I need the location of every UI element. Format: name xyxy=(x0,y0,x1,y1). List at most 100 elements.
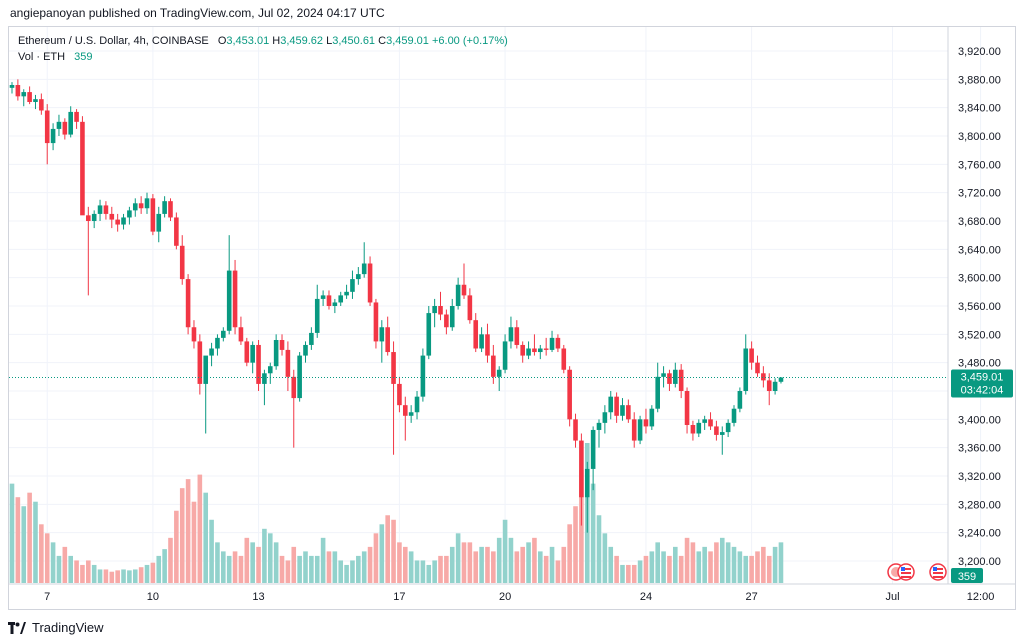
candlesticks xyxy=(9,79,784,533)
candle xyxy=(262,369,267,406)
volume-bar xyxy=(432,560,437,583)
volume-bar xyxy=(702,546,707,583)
candle xyxy=(555,334,561,353)
footer-brand-text: TradingView xyxy=(32,620,104,635)
candle xyxy=(367,256,373,306)
chart-frame[interactable] xyxy=(8,26,1016,610)
candle xyxy=(279,334,285,356)
volume-bar xyxy=(33,501,38,583)
candle xyxy=(637,415,643,445)
volume-bar xyxy=(397,542,402,583)
volume-bar xyxy=(150,562,156,583)
candle xyxy=(33,94,38,110)
time-tick-label: 7 xyxy=(44,591,50,603)
volume-label[interactable]: Vol · ETH xyxy=(18,51,66,63)
candle xyxy=(297,352,302,402)
volume-bar xyxy=(103,569,109,583)
volume-bar xyxy=(731,546,737,583)
candle xyxy=(356,267,361,285)
price-axis[interactable]: 3,200.00 3,240.00 3,280.00 3,320.00 3,360.00… xyxy=(958,46,1001,568)
candle xyxy=(44,104,50,165)
volume-bar xyxy=(708,551,713,583)
volume-bar xyxy=(309,555,314,583)
volume-bar xyxy=(21,506,27,583)
volume-bar xyxy=(356,555,361,583)
volume-bar xyxy=(132,569,138,583)
chart-canvas[interactable]: 3,200.00 3,240.00 3,280.00 3,320.00 3,360.00… xyxy=(0,0,1024,612)
candle xyxy=(626,399,631,423)
volume-bar xyxy=(250,542,255,583)
candle xyxy=(714,420,719,441)
price-tick-label: 3,480.00 xyxy=(958,358,1001,370)
volume-bar xyxy=(62,546,68,583)
candle xyxy=(174,212,179,250)
candle xyxy=(772,378,778,395)
volume-bar xyxy=(737,551,743,583)
candle xyxy=(62,118,68,140)
candle xyxy=(232,259,238,335)
low-value: 3,450.61 xyxy=(332,35,376,47)
volume-bar xyxy=(361,551,367,583)
volume-bar xyxy=(215,542,220,583)
event-flags[interactable] xyxy=(887,563,947,581)
candle xyxy=(438,291,443,321)
high-key: H xyxy=(272,35,281,47)
candle xyxy=(461,263,467,299)
volume-bar xyxy=(444,555,449,583)
volume-bar xyxy=(502,519,508,583)
candle xyxy=(543,337,549,356)
time-tick-label: 12:00 xyxy=(967,591,995,603)
volume-bar xyxy=(256,546,261,583)
volume-bar xyxy=(50,542,56,583)
time-tick-label: Jul xyxy=(885,591,899,603)
volume-bar xyxy=(74,560,79,583)
candle xyxy=(197,334,203,395)
volume-bar xyxy=(561,546,567,583)
candle xyxy=(508,316,514,349)
grid-lines xyxy=(9,27,1015,585)
us-flag-icon xyxy=(929,563,947,581)
time-axis[interactable]: 7 10 13 17 20 24 27 Jul 12:00 xyxy=(44,591,994,603)
volume-bar xyxy=(772,546,778,583)
time-tick-label: 24 xyxy=(640,591,652,603)
symbol-title[interactable]: Ethereum / U.S. Dollar, 4h, COINBASE xyxy=(18,35,209,47)
candle xyxy=(9,82,15,94)
candle xyxy=(473,313,479,353)
candle xyxy=(444,309,449,335)
candle xyxy=(455,277,461,310)
volume-bar xyxy=(620,564,625,583)
volume-bar xyxy=(285,560,291,583)
volume-bar xyxy=(385,515,390,583)
publisher-line: angiepanoyan published on TradingView.co… xyxy=(0,0,1024,26)
candle xyxy=(385,316,390,356)
candle xyxy=(332,298,338,314)
candle xyxy=(725,419,731,438)
volume-bar xyxy=(573,506,578,583)
candle xyxy=(303,341,308,363)
time-tick-label: 13 xyxy=(252,591,264,603)
footer-brand[interactable]: TradingView xyxy=(8,618,104,638)
candle xyxy=(766,373,772,406)
volume-bar xyxy=(420,560,426,583)
volume-bar xyxy=(766,555,772,583)
price-tick-label: 3,840.00 xyxy=(958,103,1001,115)
candle xyxy=(661,366,666,388)
volume-bar xyxy=(543,555,549,583)
volume-bar xyxy=(402,546,408,583)
candle xyxy=(162,196,167,218)
price-tick-label: 3,560.00 xyxy=(958,301,1001,313)
candle xyxy=(168,198,173,221)
price-tick-label: 3,280.00 xyxy=(958,499,1001,511)
volume-bar xyxy=(297,555,302,583)
volume-bar xyxy=(514,551,520,583)
candle xyxy=(761,366,766,388)
candle xyxy=(132,198,138,217)
volume-bar xyxy=(303,551,308,583)
candle xyxy=(121,213,126,230)
candle xyxy=(244,337,250,367)
volume-bar xyxy=(661,551,666,583)
volume-bar xyxy=(350,560,355,583)
candle xyxy=(414,391,420,420)
candle xyxy=(91,210,97,229)
volume-bar xyxy=(379,524,385,583)
